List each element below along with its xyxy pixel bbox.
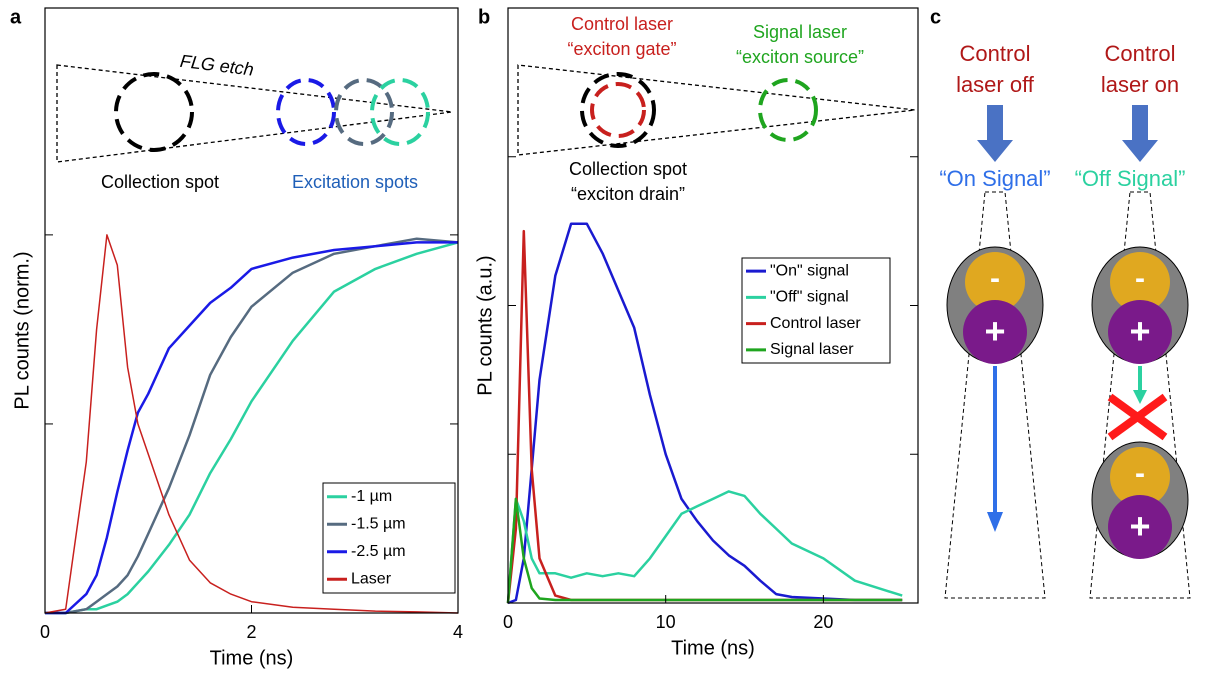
x-tick-label: 0 [40,622,50,642]
spot [276,78,336,146]
charge: - [1135,262,1145,295]
inset-b [517,64,916,156]
data-line [44,234,459,614]
annotation: Excitation spots [292,172,418,192]
annotation: “exciton drain” [571,184,685,204]
diagram-title: Control [960,41,1031,66]
legend-label: -1 µm [351,488,392,505]
legend-label: -1.5 µm [351,515,406,532]
spot [370,78,430,146]
annotation: Collection spot [569,159,687,179]
data-line [45,237,459,615]
channel [1089,191,1191,599]
legend-label: Signal laser [770,341,854,358]
panel-c: Control laser off Control laser on “On S… [939,41,1191,599]
spot [758,78,818,142]
data-line [45,241,459,615]
annotation: “exciton gate” [567,39,676,59]
charge: - [1135,457,1145,490]
charge: + [1129,311,1150,352]
data-line [506,490,903,604]
data-line [506,497,903,604]
transport-arrow-head [1133,390,1147,404]
legend-box [741,257,891,364]
signal-label: “Off Signal” [1075,166,1186,191]
transport-arrow-head [987,512,1003,532]
charge: + [984,311,1005,352]
annotation: FLG etch [179,51,255,80]
exciton [1091,441,1189,559]
x-tick-label: 20 [813,612,833,632]
spot [580,72,656,148]
legend-label: "On" signal [770,262,849,279]
legend-box [322,482,456,594]
laser-arrow [977,105,1013,162]
y-axis-label: PL counts (norm.) [11,251,33,409]
y-axis-label: PL counts (a.u.) [474,255,496,395]
spot [334,78,394,146]
data-line [45,241,458,615]
x-tick-label: 10 [656,612,676,632]
charge: + [1129,506,1150,547]
exciton [1091,246,1189,364]
channel [944,191,1046,599]
annotation: Collection spot [101,172,219,192]
legend-label: "Off" signal [770,289,849,306]
diagram-title: laser off [956,72,1035,97]
x-axis-label: Time (ns) [671,637,755,659]
annotation: “exciton source” [736,47,864,67]
charge: - [990,262,1000,295]
x-axis-label: Time (ns) [210,647,294,669]
panel-label: c [930,6,941,28]
spot [114,72,194,152]
annotation: Control laser [571,14,673,34]
diagram-title: laser on [1101,72,1179,97]
x-tick-label: 0 [503,612,513,632]
panel-label: b [478,6,490,28]
diagram-title: Control [1105,41,1176,66]
signal-label: “On Signal” [939,166,1050,191]
spot [590,82,646,138]
laser-arrow [1122,105,1158,162]
legend-label: Control laser [770,315,861,332]
annotation: Signal laser [753,22,847,42]
etch-triangle [56,64,453,163]
block-cross [1107,393,1168,441]
x-tick-label: 4 [453,622,463,642]
panel-label: a [10,6,22,28]
etch-triangle [517,64,916,156]
inset-a [56,64,453,163]
legend-label: -2.5 µm [351,543,406,560]
legend-label: Laser [351,570,392,587]
x-tick-label: 2 [246,622,256,642]
exciton [946,246,1044,364]
data-line [507,222,903,605]
